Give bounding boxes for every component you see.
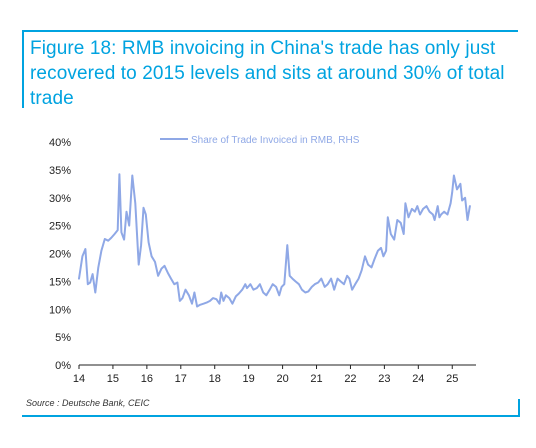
y-tick-label: 40%: [49, 137, 71, 149]
chart-axes: 0% 5% 10% 15% 20% 25% 30% 35% 40% 14 15 16 17 18 19 20 2…: [49, 137, 476, 385]
x-tick-label: 14: [73, 373, 85, 385]
legend-label: Share of Trade Invoiced in RMB, RHS: [191, 135, 360, 146]
y-tick-label: 0%: [55, 360, 71, 372]
right-accent-rule: [518, 399, 520, 417]
top-accent-rule: [22, 30, 518, 32]
series-line: [78, 173, 471, 308]
x-tick-label: 18: [209, 373, 221, 385]
x-tick-label: 21: [310, 373, 322, 385]
bottom-accent-rule: [22, 415, 520, 417]
y-tick-label: 30%: [49, 193, 71, 205]
x-tick-label: 17: [175, 373, 187, 385]
x-tick-label: 15: [107, 373, 119, 385]
x-tick-label: 22: [344, 373, 356, 385]
chart-legend: Share of Trade Invoiced in RMB, RHS: [160, 135, 360, 146]
x-tick-label: 23: [378, 373, 390, 385]
x-tick-label: 16: [141, 373, 153, 385]
x-tick-label: 20: [276, 373, 288, 385]
x-tick-label: 25: [446, 373, 458, 385]
x-tick-label: 19: [243, 373, 255, 385]
figure-title: Figure 18: RMB invoicing in China's trad…: [30, 38, 505, 109]
y-tick-label: 5%: [55, 332, 71, 344]
source-note: Source : Deutsche Bank, CEIC: [26, 398, 150, 408]
left-accent-rule: [22, 30, 24, 108]
chart-series: [78, 173, 471, 308]
y-tick-label: 25%: [49, 221, 71, 233]
y-tick-label: 15%: [49, 276, 71, 288]
x-tick-label: 24: [412, 373, 424, 385]
y-tick-label: 10%: [49, 304, 71, 316]
y-tick-label: 35%: [49, 165, 71, 177]
y-tick-label: 20%: [49, 249, 71, 261]
